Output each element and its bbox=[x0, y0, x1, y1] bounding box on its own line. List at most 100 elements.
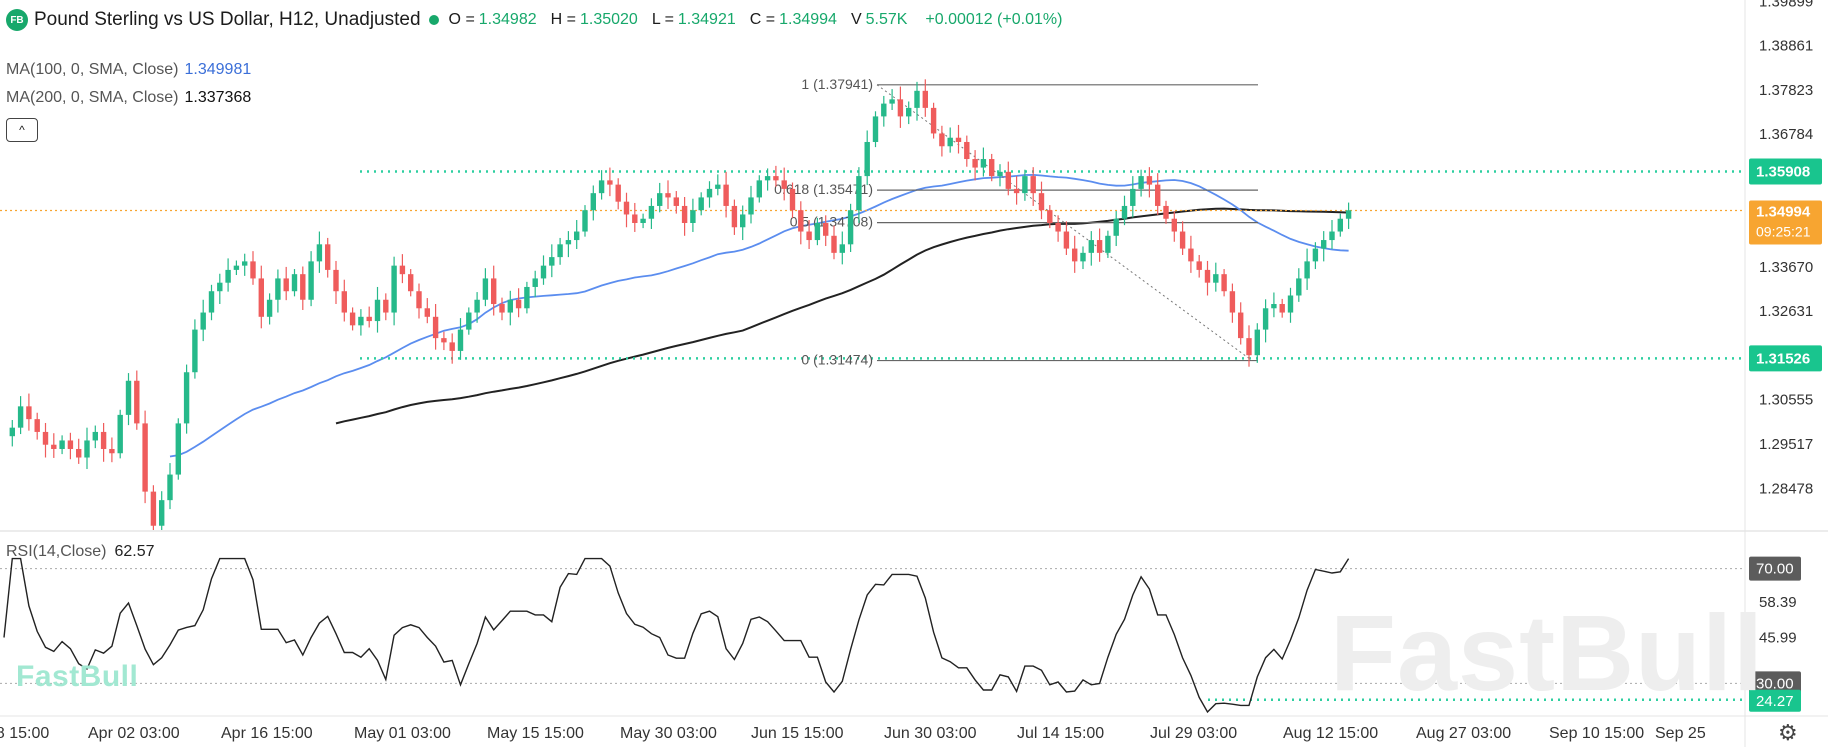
candle-body bbox=[798, 210, 804, 232]
price-tick-label: 1.28478 bbox=[1759, 480, 1813, 497]
high-readout: H = 1.35020 bbox=[550, 11, 638, 28]
candle-body bbox=[681, 205, 688, 224]
candle-body bbox=[1072, 248, 1078, 262]
rsi-legend[interactable]: RSI(14,Close) 62.57 bbox=[6, 543, 155, 561]
candle-body bbox=[1005, 171, 1011, 189]
candle-body bbox=[1279, 304, 1285, 313]
candle-body bbox=[690, 210, 696, 224]
candle-body bbox=[258, 278, 264, 317]
candle-body bbox=[989, 159, 995, 177]
candle-body bbox=[507, 299, 513, 313]
level-price-tag bbox=[1749, 345, 1822, 372]
candle-body bbox=[1121, 205, 1128, 219]
symbol-title: Pound Sterling vs US Dollar, H12, Unadju… bbox=[34, 9, 421, 30]
candle-body bbox=[1063, 231, 1070, 249]
candle-body bbox=[814, 223, 821, 241]
candle-body bbox=[515, 299, 522, 309]
candle-body bbox=[92, 431, 98, 441]
candle-body bbox=[84, 440, 90, 458]
settings-gear-icon[interactable]: ⚙ bbox=[1778, 720, 1798, 745]
candle-body bbox=[457, 329, 464, 351]
candle-body bbox=[1171, 218, 1177, 232]
candle-body bbox=[1296, 278, 1302, 296]
fib-level-label: 0 (1.31474) bbox=[801, 352, 873, 368]
time-tick-label: Apr 02 03:00 bbox=[88, 725, 180, 742]
candle-body bbox=[159, 500, 165, 526]
candle-body bbox=[183, 372, 190, 424]
candle-body bbox=[366, 316, 372, 322]
rsi-bound-tag bbox=[1749, 556, 1801, 581]
candle-body bbox=[67, 440, 74, 449]
candle-body bbox=[9, 427, 15, 437]
candle-body bbox=[233, 265, 240, 270]
candle-body bbox=[939, 133, 945, 147]
candle-body bbox=[349, 312, 356, 326]
ma200-legend[interactable]: MA(200, 0, SMA, Close) 1.337368 bbox=[6, 89, 251, 107]
candle-body bbox=[955, 137, 962, 142]
candle-body bbox=[499, 304, 505, 313]
candle-body bbox=[673, 197, 679, 206]
current-price-tag bbox=[1749, 200, 1822, 245]
rsi-label: RSI(14,Close) bbox=[6, 543, 107, 560]
candle-body bbox=[756, 180, 762, 198]
candle-body bbox=[574, 231, 580, 241]
rsi-bound-tag-label: 30.00 bbox=[1756, 675, 1794, 692]
candle-body bbox=[839, 244, 845, 253]
candle-body bbox=[764, 176, 771, 181]
status-dot-icon bbox=[428, 15, 439, 25]
candle-body bbox=[906, 107, 912, 117]
candle-body bbox=[1105, 235, 1111, 253]
candle-body bbox=[1271, 304, 1277, 309]
candle-body bbox=[947, 137, 953, 147]
low-readout: L = 1.34921 bbox=[651, 11, 736, 28]
watermark-small: FastBull bbox=[16, 660, 139, 693]
time-tick-label: Sep 10 15:00 bbox=[1549, 725, 1644, 742]
candle-body bbox=[1304, 261, 1310, 279]
candle-body bbox=[424, 308, 430, 317]
candle-body bbox=[358, 316, 364, 326]
candle-body bbox=[607, 180, 613, 185]
candle-body bbox=[432, 316, 439, 339]
candle-body bbox=[167, 474, 173, 501]
candle-body bbox=[300, 274, 306, 300]
candle-body bbox=[333, 269, 339, 292]
candle-body bbox=[175, 423, 181, 475]
candle-body bbox=[51, 444, 57, 449]
rsi-low-tag-label: 24.27 bbox=[1756, 693, 1794, 710]
candle-body bbox=[76, 448, 82, 458]
candle-body bbox=[408, 274, 414, 292]
ma100-label: MA(100, 0, SMA, Close) bbox=[6, 61, 179, 78]
ma100-legend[interactable]: MA(100, 0, SMA, Close) 1.349981 bbox=[6, 61, 251, 79]
candle-body bbox=[1204, 269, 1211, 283]
candle-body bbox=[789, 188, 796, 211]
candle-body bbox=[1146, 176, 1153, 185]
candle-body bbox=[1047, 210, 1053, 224]
collapse-legend-button[interactable]: ^ bbox=[6, 118, 38, 142]
candle-body bbox=[1038, 193, 1045, 211]
candle-body bbox=[416, 291, 422, 309]
candle-body bbox=[225, 269, 231, 283]
candle-body bbox=[980, 159, 987, 168]
candle-body bbox=[1113, 218, 1119, 236]
candle-body bbox=[466, 312, 472, 330]
candle-body bbox=[781, 180, 787, 189]
price-tick-label: 1.38861 bbox=[1759, 38, 1813, 55]
candle-body bbox=[125, 380, 132, 415]
candle-body bbox=[598, 180, 605, 194]
candle-body bbox=[1345, 210, 1352, 219]
candle-body bbox=[491, 278, 497, 305]
candle-body bbox=[200, 312, 206, 330]
price-tick-label: 1.33670 bbox=[1759, 259, 1813, 276]
candle-body bbox=[590, 193, 596, 211]
candle-body bbox=[532, 278, 538, 287]
candle-body bbox=[316, 244, 323, 262]
candle-body bbox=[208, 291, 215, 313]
candle-body bbox=[1080, 252, 1086, 262]
candle-body bbox=[1246, 338, 1252, 356]
candle-body bbox=[723, 184, 729, 206]
candle-body bbox=[657, 193, 663, 206]
candle-body bbox=[565, 240, 572, 245]
price-tick-label: 1.29517 bbox=[1759, 436, 1813, 453]
